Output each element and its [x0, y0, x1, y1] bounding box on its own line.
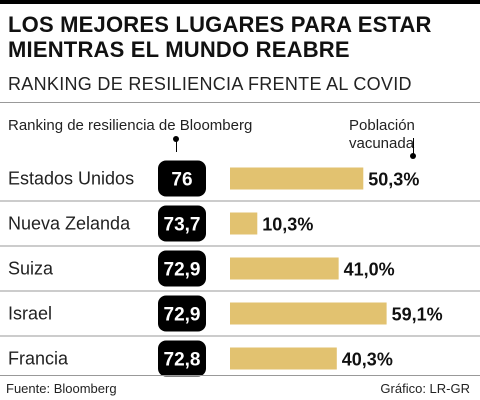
- vaccination-label: 40,3%: [342, 350, 393, 370]
- chart-title: LOS MEJORES LUGARES PARA ESTAR MIENTRAS …: [8, 12, 432, 62]
- source-note: Fuente: Bloomberg: [6, 381, 117, 396]
- country-label: Israel: [8, 304, 52, 324]
- vaccinated-header: Población vacunada: [349, 117, 415, 152]
- vaccinated-connector-dot: [410, 153, 416, 159]
- ranking-value: 76: [171, 170, 192, 191]
- ranking-value: 72,9: [164, 305, 201, 326]
- ranking-value: 73,7: [164, 215, 201, 236]
- country-label: Francia: [8, 349, 69, 369]
- vaccinated-connector-line: [413, 138, 414, 156]
- ranking-value: 72,8: [164, 350, 201, 371]
- footer-divider: [0, 375, 480, 376]
- ranking-badge: [158, 295, 206, 332]
- vaccination-bar: [230, 257, 339, 280]
- ranking-badge: [158, 205, 206, 242]
- ranking-connector-line: [176, 138, 177, 152]
- country-label: Nueva Zelanda: [8, 214, 131, 234]
- ranking-value: 72,9: [164, 260, 201, 281]
- header-divider: [0, 102, 480, 103]
- vaccination-bar: [230, 347, 337, 370]
- vaccination-label: 50,3%: [368, 170, 419, 190]
- ranking-badge: [158, 160, 206, 197]
- vaccination-bar: [230, 212, 258, 235]
- ranking-badge: [158, 340, 206, 377]
- vaccination-label: 59,1%: [392, 305, 443, 325]
- top-rule: [0, 0, 480, 4]
- ranking-connector-dot: [173, 136, 179, 142]
- chart-subtitle: RANKING DE RESILIENCIA FRENTE AL COVID: [8, 74, 412, 94]
- vaccination-bar: [230, 302, 387, 325]
- country-label: Estados Unidos: [8, 169, 134, 189]
- ranking-badge: [158, 250, 206, 287]
- vaccination-label: 41,0%: [344, 260, 395, 280]
- vaccination-bar: [230, 167, 364, 190]
- country-label: Suiza: [8, 259, 54, 279]
- ranking-header: Ranking de resiliencia de Bloomberg: [8, 117, 253, 134]
- vaccination-label: 10,3%: [262, 215, 313, 235]
- credit-note: Gráfico: LR-GR: [380, 381, 470, 396]
